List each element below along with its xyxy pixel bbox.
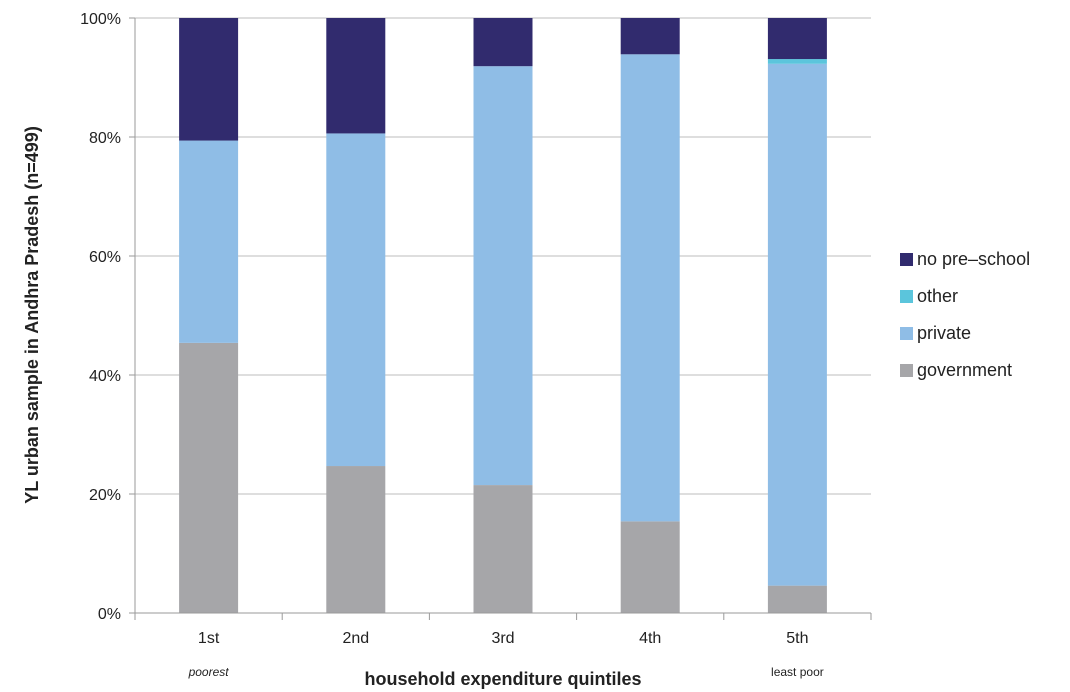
- bar-segment-no-pre-school: [179, 18, 239, 141]
- bar-segment-government: [620, 521, 680, 613]
- axes: [134, 18, 872, 620]
- x-tick-label: 2nd: [342, 630, 369, 647]
- legend-label: private: [917, 323, 971, 343]
- y-tick-label: 0%: [98, 606, 121, 623]
- x-tick-sublabel: least poor: [771, 665, 824, 679]
- bar-segment-government: [326, 466, 386, 613]
- bar-segment-government: [767, 585, 827, 613]
- y-tick-label: 20%: [89, 487, 121, 504]
- bar-segment-no-pre-school: [326, 18, 386, 134]
- legend-swatch: [900, 364, 913, 377]
- bar-segment-no-pre-school: [620, 18, 680, 55]
- bar-segment-private: [473, 66, 533, 486]
- x-tick-sublabel: poorest: [188, 665, 230, 679]
- y-tick-labels: 0% 20% 40% 60% 80% 100%: [80, 11, 135, 623]
- bar-segment-private: [620, 54, 680, 522]
- legend-label: no pre–school: [917, 249, 1030, 269]
- bar-segment-private: [767, 63, 827, 586]
- bar-segment-private: [326, 133, 386, 467]
- legend-label: government: [917, 360, 1012, 380]
- bar-segment-no-pre-school: [473, 18, 533, 67]
- bar-segment-no-pre-school: [767, 18, 827, 60]
- y-tick-label: 80%: [89, 130, 121, 147]
- y-tick-label: 100%: [80, 11, 121, 28]
- x-tick-label: 5th: [786, 630, 808, 647]
- x-axis-title: household expenditure quintiles: [364, 669, 641, 689]
- x-tick-label: 4th: [639, 630, 661, 647]
- legend-swatch: [900, 327, 913, 340]
- legend-swatch: [900, 253, 913, 266]
- y-axis-title: YL urban sample in Andhra Pradesh (n=499…: [22, 126, 42, 504]
- bar-segment-government: [179, 342, 239, 613]
- x-tick-label: 1st: [198, 630, 220, 647]
- bar-segment-other: [767, 59, 827, 64]
- x-category-labels: 1st poorest 2nd 3rd 4th 5th least poor: [188, 630, 824, 679]
- y-tick-label: 40%: [89, 368, 121, 385]
- legend-swatch: [900, 290, 913, 303]
- y-tick-label: 60%: [89, 249, 121, 266]
- bars: [179, 18, 827, 613]
- bar-segment-government: [473, 485, 533, 613]
- legend-label: other: [917, 286, 958, 306]
- legend: no pre–school other private government: [900, 249, 1030, 380]
- x-tick-label: 3rd: [491, 630, 514, 647]
- bar-segment-private: [179, 140, 239, 343]
